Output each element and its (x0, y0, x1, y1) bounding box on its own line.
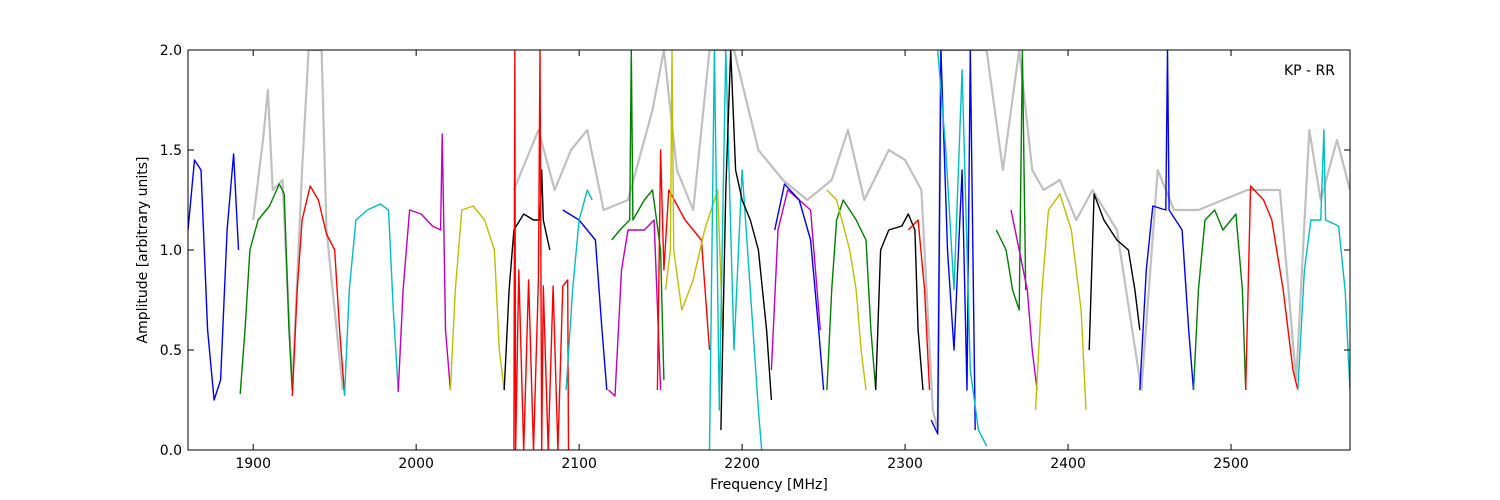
x-tick-label: 2400 (1050, 456, 1086, 472)
y-tick-label: 0.0 (160, 443, 182, 459)
band-line (343, 203, 399, 397)
y-tick-label: 1.0 (160, 243, 182, 259)
band-line (1088, 193, 1141, 351)
band-line (608, 219, 662, 397)
band-line (1010, 209, 1038, 391)
plot-frame (187, 49, 1351, 451)
envelope-line (252, 50, 344, 392)
x-tick-label: 2000 (398, 456, 434, 472)
band-line (656, 149, 711, 391)
band-line (397, 133, 452, 393)
y-tick-label: 0.5 (160, 343, 182, 359)
band-line (720, 50, 773, 431)
band-line (770, 189, 821, 371)
band-line (1192, 209, 1247, 391)
x-axis-label: Frequency [MHz] (710, 477, 828, 493)
x-tick-label: 1900 (235, 456, 271, 472)
band-line (503, 169, 551, 391)
y-tick-label: 1.5 (160, 143, 182, 159)
band-line (611, 50, 665, 381)
band-line (664, 50, 724, 331)
envelope-line (512, 50, 1350, 432)
x-tick-label: 2300 (887, 456, 923, 472)
band-line (708, 50, 763, 450)
band-line (826, 199, 877, 391)
x-tick-label: 2500 (1213, 456, 1249, 472)
y-tick-label: 2.0 (160, 43, 182, 59)
band-line (562, 209, 608, 391)
band-line (1139, 50, 1195, 391)
band-line (449, 205, 505, 391)
band-line (188, 153, 240, 401)
y-axis-label: Amplitude [arbitrary units] (135, 157, 151, 344)
band-line (239, 183, 293, 395)
band-line (1245, 185, 1299, 391)
band-line (875, 213, 924, 391)
band-line (1297, 129, 1350, 391)
band-line (930, 50, 976, 435)
x-tick-label: 2100 (561, 456, 597, 472)
band-line (1034, 193, 1087, 411)
band-line (937, 50, 988, 447)
plot-lines (188, 50, 1350, 450)
band-line (513, 50, 570, 450)
band-line (907, 219, 931, 391)
x-tick-label: 2200 (724, 456, 760, 472)
band-line (291, 185, 346, 397)
annotation: KP - RR (1284, 63, 1335, 79)
band-line (565, 189, 593, 391)
band-line (774, 183, 825, 391)
band-line (826, 189, 867, 391)
band-line (995, 50, 1027, 311)
